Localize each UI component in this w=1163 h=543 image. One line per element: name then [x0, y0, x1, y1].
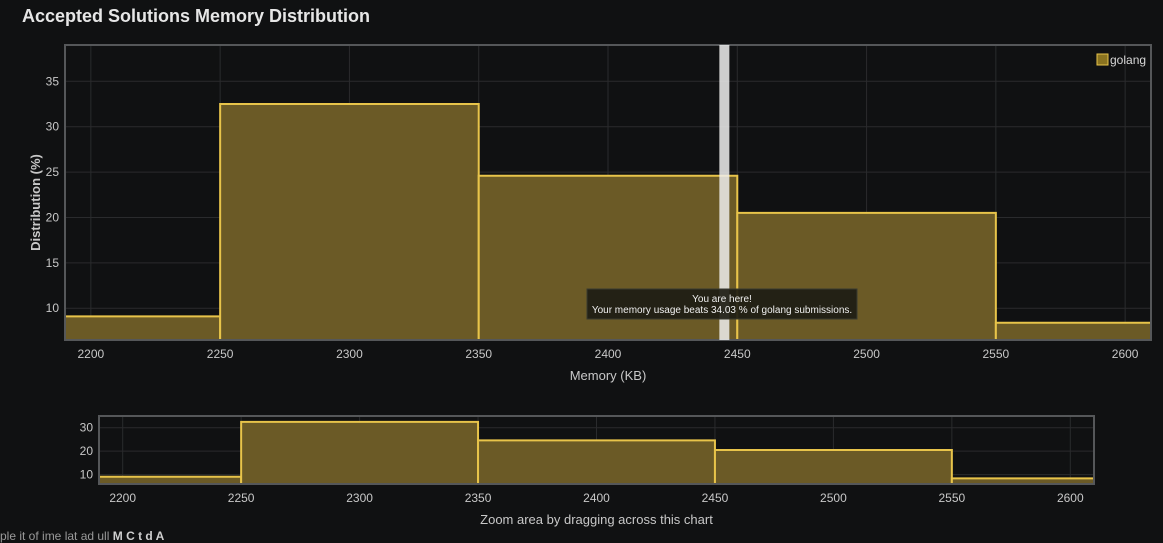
page-title: Accepted Solutions Memory Distribution	[22, 6, 371, 26]
nav-x-ticks: 2200 2250 2300 2350 2400 2450 2500 2550 2600	[109, 491, 1084, 505]
x-tick-label: 2550	[939, 491, 966, 505]
histogram-bar-3[interactable]	[737, 212, 996, 340]
x-tick-label: 2250	[228, 491, 255, 505]
histogram-bar-0[interactable]	[99, 476, 242, 484]
y-tick-label: 35	[46, 74, 60, 88]
y-tick-label: 10	[46, 301, 60, 315]
footer-text-bold: M C t d A	[112, 529, 165, 543]
footer-text: ple it of ime lat ad ull M C t d A	[0, 529, 164, 543]
x-tick-label: 2600	[1057, 491, 1084, 505]
x-tick-label: 2400	[595, 347, 622, 361]
x-tick-label: 2450	[702, 491, 729, 505]
histogram-bar-3[interactable]	[714, 450, 952, 484]
legend-swatch	[1096, 53, 1109, 66]
x-tick-label: 2300	[336, 347, 363, 361]
main-plot-frame	[64, 44, 1152, 341]
legend[interactable]: golang	[1096, 53, 1146, 67]
x-tick-label: 2500	[853, 347, 880, 361]
main-chart[interactable]: 2200 2250 2300 2350 2400 2450 2500 2550 2600 101…	[0, 0, 1163, 395]
zoom-hint-label: Zoom area by dragging across this chart	[480, 512, 713, 527]
x-axis-label: Memory (KB)	[570, 368, 647, 383]
y-axis-label: Distribution (%)	[28, 154, 43, 251]
x-tick-label: 2350	[465, 491, 492, 505]
zoom-navigator-chart[interactable]: 2200 2250 2300 2350 2400 2450 2500 2550 2600 10 2…	[0, 395, 1163, 535]
legend-label-golang: golang	[1110, 53, 1146, 67]
main-x-ticks: 2200 2250 2300 2350 2400 2450 2500 2550 2600	[78, 347, 1139, 361]
x-tick-label: 2250	[207, 347, 234, 361]
histogram-bar-outline-3	[736, 211, 997, 340]
main-y-ticks: 10 15 20 25 30 35	[46, 74, 60, 315]
y-tick-label: 25	[46, 165, 60, 179]
histogram-bar-outline-4	[994, 321, 1151, 340]
y-tick-label: 20	[46, 210, 60, 224]
nav-plot-frame	[98, 415, 1095, 485]
y-tick-label: 20	[80, 444, 94, 458]
x-tick-label: 2500	[820, 491, 847, 505]
x-tick-label: 2200	[78, 347, 105, 361]
x-tick-label: 2400	[583, 491, 610, 505]
histogram-bar-1[interactable]	[220, 104, 479, 340]
histogram-bar-0[interactable]	[65, 316, 221, 340]
y-tick-label: 15	[46, 256, 60, 270]
histogram-bar-outline-3	[713, 449, 953, 484]
tooltip-text: Your memory usage beats 34.03 % of golan…	[592, 305, 852, 316]
y-tick-label: 30	[46, 120, 60, 134]
footer-text-plain: ple it of ime lat ad ull	[0, 529, 113, 543]
x-tick-label: 2550	[983, 347, 1010, 361]
tooltip: You are here! Your memory usage beats 34…	[586, 288, 858, 320]
nav-bars	[99, 420, 1094, 484]
histogram-bar-1[interactable]	[241, 421, 479, 484]
x-tick-label: 2450	[724, 347, 751, 361]
y-tick-label: 30	[80, 421, 94, 435]
you-are-here-marker	[719, 45, 730, 340]
x-tick-label: 2600	[1112, 347, 1139, 361]
x-tick-label: 2350	[465, 347, 492, 361]
histogram-bar-2[interactable]	[478, 440, 715, 484]
y-tick-label: 10	[80, 468, 94, 482]
tooltip-title: You are here!	[692, 294, 752, 305]
x-tick-label: 2300	[346, 491, 373, 505]
tooltip-box	[586, 288, 858, 320]
x-tick-label: 2200	[109, 491, 136, 505]
nav-y-ticks: 10 20 30	[80, 421, 94, 482]
histogram-bar-4[interactable]	[995, 322, 1151, 340]
histogram-bar-outline-4	[950, 477, 1094, 484]
histogram-bar-4[interactable]	[951, 478, 1094, 484]
